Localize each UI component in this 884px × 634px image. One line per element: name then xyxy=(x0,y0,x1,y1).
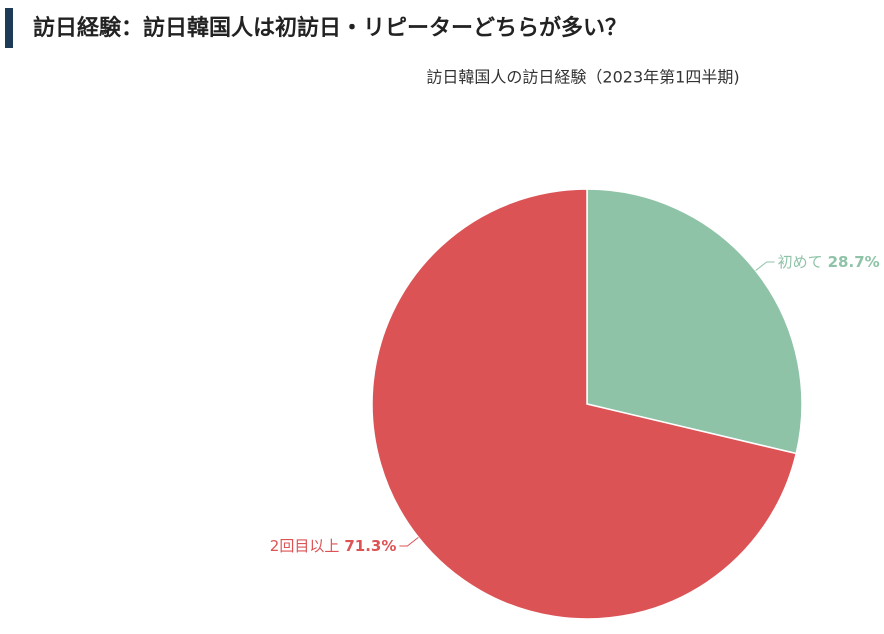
title-bar xyxy=(5,8,13,48)
data-label: 2回目以上 71.3% xyxy=(270,537,397,555)
page-title: 訪日経験：訪日韓国人は初訪日・リピーターどちらが多い？ xyxy=(33,15,627,41)
label-value: 28.7% xyxy=(828,252,880,270)
label-name: 初めて xyxy=(778,252,823,270)
label-value: 71.3% xyxy=(344,537,396,555)
label-name: 2回目以上 xyxy=(270,537,340,555)
chart-title: 訪日韓国人の訪日経験（2023年第1四半期) xyxy=(426,68,739,87)
pie: 初めて 28.7% 2回目以上 71.3% xyxy=(270,188,880,620)
data-label: 初めて 28.7% xyxy=(778,252,880,270)
leader-line xyxy=(755,261,775,272)
leader-line xyxy=(399,536,419,547)
pie-slice xyxy=(586,188,803,455)
pie-slice xyxy=(371,188,798,620)
